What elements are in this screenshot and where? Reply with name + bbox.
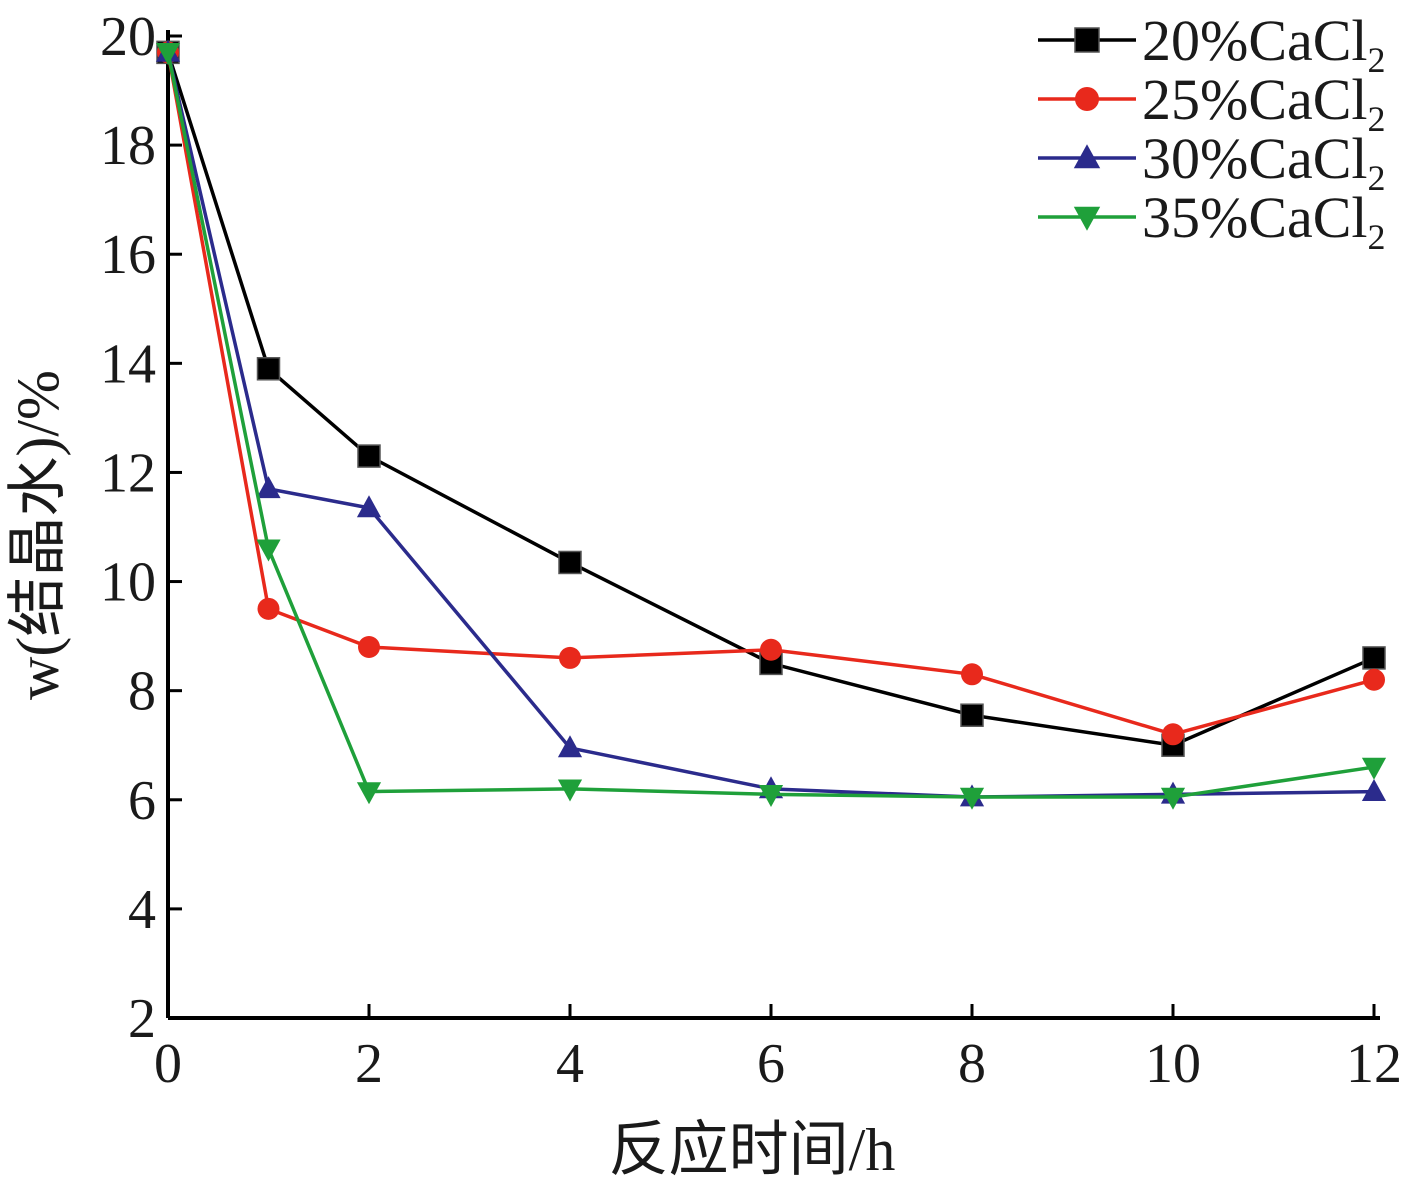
data-point bbox=[960, 703, 984, 727]
series-4 bbox=[155, 43, 1387, 810]
legend-item: 30%CaCl2 bbox=[1038, 126, 1386, 198]
y-tick-label: 12 bbox=[100, 442, 156, 504]
data-point bbox=[256, 357, 281, 381]
y-axis-title: w(结晶水)/% bbox=[5, 370, 71, 700]
series-2 bbox=[157, 41, 1385, 746]
x-tick-label: 8 bbox=[958, 1033, 986, 1095]
legend-label-subscript: 2 bbox=[1368, 99, 1386, 139]
data-point bbox=[1160, 787, 1186, 810]
legend-label-subscript: 2 bbox=[1368, 40, 1386, 80]
legend-label-subscript: 2 bbox=[1368, 158, 1386, 198]
legend-label-subscript: 2 bbox=[1368, 217, 1386, 257]
y-tick-label: 4 bbox=[128, 879, 156, 941]
y-tick-label: 18 bbox=[100, 115, 156, 177]
series-layer bbox=[155, 39, 1387, 810]
data-point bbox=[1361, 757, 1387, 780]
legend-label: 35%CaCl2 bbox=[1142, 185, 1386, 257]
legend-label-main: 20%CaCl bbox=[1142, 8, 1368, 73]
data-point bbox=[256, 476, 281, 499]
data-point bbox=[1363, 668, 1385, 691]
legend-item: 20%CaCl2 bbox=[1038, 8, 1386, 80]
series-line bbox=[166, 51, 1375, 799]
data-point bbox=[760, 638, 782, 661]
y-tick-label: 20 bbox=[100, 6, 156, 68]
data-point bbox=[1362, 646, 1386, 670]
legend-marker bbox=[1075, 87, 1099, 111]
legend-marker bbox=[1074, 27, 1100, 53]
x-tick-label: 4 bbox=[556, 1033, 584, 1095]
data-point bbox=[959, 787, 985, 810]
y-tick-label: 14 bbox=[100, 333, 156, 395]
data-point bbox=[558, 550, 582, 575]
legend-item: 35%CaCl2 bbox=[1038, 185, 1386, 257]
x-axis-title: 反应时间/h bbox=[609, 1117, 896, 1181]
y-tick-label: 16 bbox=[100, 224, 156, 286]
series-line bbox=[166, 52, 1375, 799]
data-point bbox=[1361, 778, 1387, 801]
data-point bbox=[758, 784, 784, 807]
y-tick-label: 10 bbox=[100, 552, 156, 614]
data-point bbox=[356, 495, 382, 518]
data-point bbox=[357, 444, 381, 468]
data-point bbox=[557, 735, 583, 758]
legend-marker bbox=[1073, 206, 1101, 231]
legend-label-main: 25%CaCl bbox=[1142, 67, 1368, 132]
legend-item: 25%CaCl2 bbox=[1038, 67, 1386, 139]
legend-marker bbox=[1073, 144, 1101, 169]
data-point bbox=[961, 663, 983, 686]
data-point bbox=[1162, 723, 1184, 746]
data-point bbox=[155, 43, 181, 66]
series-line bbox=[166, 52, 1375, 737]
legend-label: 25%CaCl2 bbox=[1142, 67, 1386, 139]
x-tick-label: 10 bbox=[1145, 1033, 1201, 1095]
x-tick-label: 12 bbox=[1346, 1033, 1402, 1095]
y-tick-label: 2 bbox=[128, 988, 156, 1050]
y-tick-label: 6 bbox=[128, 770, 156, 832]
data-point bbox=[557, 779, 583, 802]
legend-label: 20%CaCl2 bbox=[1142, 8, 1386, 80]
y-tick-label: 8 bbox=[128, 661, 156, 723]
data-point bbox=[356, 782, 382, 805]
x-tick-label: 0 bbox=[154, 1033, 182, 1095]
series-line bbox=[166, 51, 1375, 748]
legend-label-main: 35%CaCl bbox=[1142, 185, 1368, 250]
x-tick-label: 2 bbox=[355, 1033, 383, 1095]
legend-label-main: 30%CaCl bbox=[1142, 126, 1368, 191]
data-point bbox=[256, 539, 281, 562]
x-tick-label: 6 bbox=[757, 1033, 785, 1095]
legend-label: 30%CaCl2 bbox=[1142, 126, 1386, 198]
data-point bbox=[559, 646, 581, 669]
data-point bbox=[257, 597, 280, 620]
data-point bbox=[358, 636, 380, 659]
